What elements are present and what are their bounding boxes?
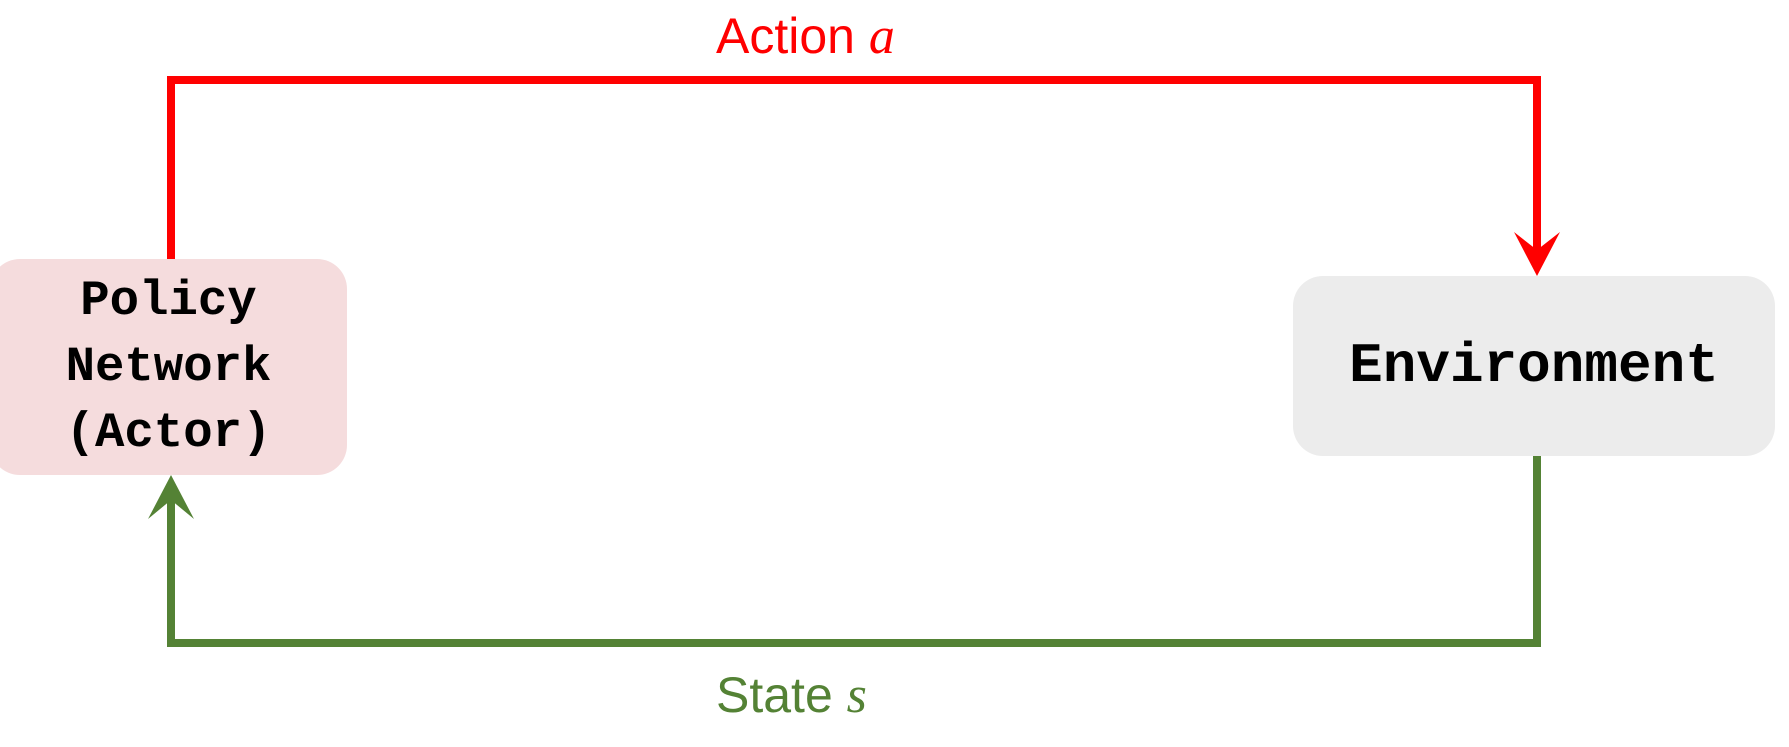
actor-label-line-3: (Actor): [65, 405, 272, 461]
state-edge-label: State s: [716, 665, 867, 726]
state-arrowhead: [148, 475, 194, 519]
action-label-text: Action: [716, 8, 855, 64]
actor-label-line-1: Policy: [80, 273, 257, 329]
action-variable: a: [868, 8, 895, 65]
environment-label: Environment: [1349, 334, 1719, 398]
actor-label-line-2: Network: [65, 339, 272, 395]
state-variable: s: [846, 667, 867, 724]
action-arrowhead: [1514, 232, 1560, 276]
action-connector: [167, 76, 1541, 262]
state-connector: [167, 456, 1541, 647]
environment-node: Environment: [1293, 276, 1775, 456]
state-label-text: State: [716, 667, 833, 723]
policy-network-actor-node: Policy Network (Actor): [0, 259, 347, 475]
action-edge-label: Action a: [716, 6, 895, 67]
